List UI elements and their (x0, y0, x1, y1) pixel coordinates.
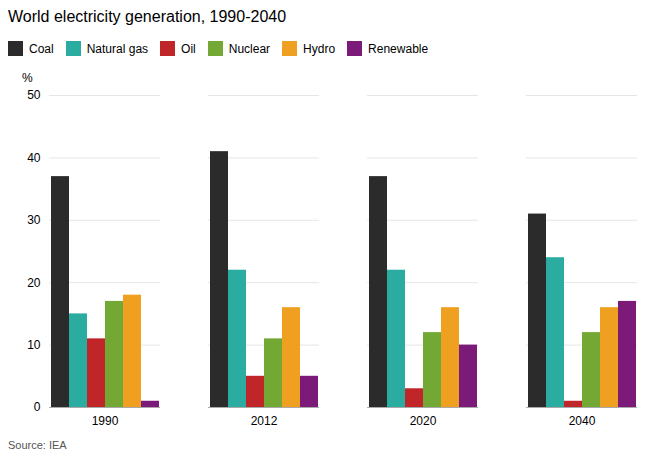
svg-text:1990: 1990 (92, 414, 119, 428)
html-text:Natural gas: Natural gas (86, 41, 149, 56)
html-text:Renewable: Renewable (368, 41, 429, 56)
svg-text:2040: 2040 (569, 414, 596, 428)
svg-text:30: 30 (27, 213, 41, 227)
html-text:Source: IEA: Source: IEA (8, 439, 67, 451)
svg-text:10: 10 (27, 338, 41, 352)
svg-text:20: 20 (27, 276, 41, 290)
html-text:Oil: Oil (181, 41, 196, 56)
svg-text:40: 40 (27, 151, 41, 165)
svg-text:2020: 2020 (410, 414, 437, 428)
svg-text:50: 50 (27, 88, 41, 102)
svg-text:0: 0 (34, 400, 41, 414)
html-text:Hydro: Hydro (303, 41, 336, 56)
html-text:Coal: Coal (29, 41, 54, 56)
html-text:Nuclear: Nuclear (228, 41, 271, 56)
html-text:World electricity generation,: World electricity generation, 1990-2040 (8, 8, 287, 25)
svg-text:2012: 2012 (251, 414, 278, 428)
